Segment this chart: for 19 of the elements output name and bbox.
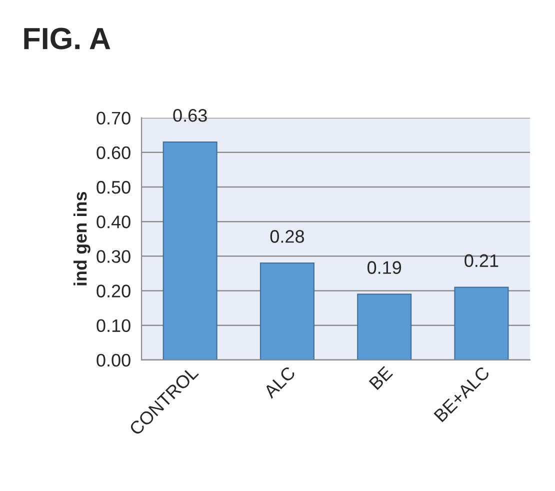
bar bbox=[260, 262, 314, 360]
y-tick-label: 0.60 bbox=[96, 146, 130, 160]
data-label: 0.63 bbox=[173, 109, 207, 122]
bar bbox=[357, 294, 412, 360]
y-tick-label: 0.20 bbox=[96, 284, 130, 298]
y-tick-label: 0.30 bbox=[96, 250, 130, 263]
data-label: 0.28 bbox=[270, 230, 304, 243]
data-label: 0.19 bbox=[367, 261, 402, 274]
y-tick-label: 0.00 bbox=[96, 354, 130, 367]
y-tick-label: 0.70 bbox=[96, 112, 130, 125]
y-axis-title: ind gen ins bbox=[74, 192, 90, 286]
chart-title: FIG. A bbox=[24, 28, 110, 50]
y-tick-label: 0.40 bbox=[96, 216, 130, 228]
bar bbox=[454, 286, 509, 360]
y-tick-label: 0.10 bbox=[96, 319, 130, 332]
y-tick-label: 0.50 bbox=[96, 180, 130, 194]
bar bbox=[162, 141, 218, 360]
x-tick-label: BE bbox=[368, 366, 394, 390]
data-label: 0.21 bbox=[464, 254, 498, 268]
